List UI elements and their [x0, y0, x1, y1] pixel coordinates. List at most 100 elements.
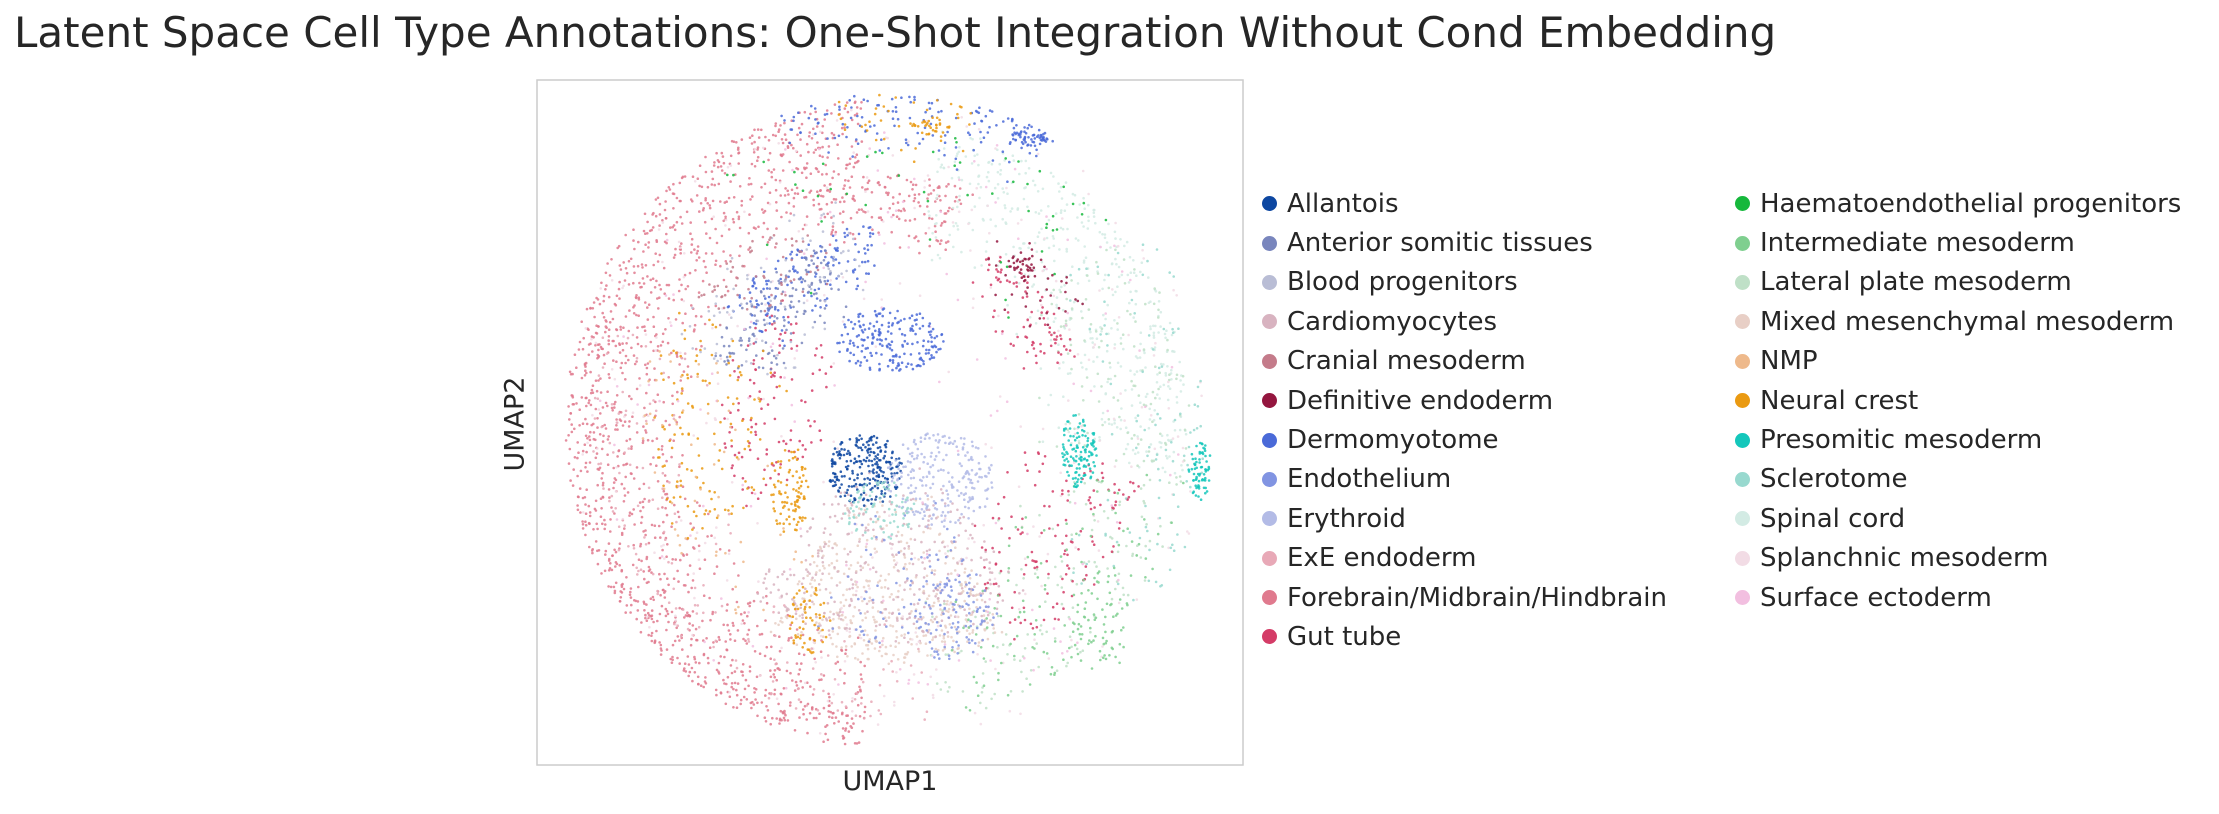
scatter-point [1080, 582, 1083, 585]
scatter-point [769, 669, 772, 672]
scatter-point [774, 662, 777, 666]
scatter-point [948, 206, 951, 210]
scatter-point [587, 343, 591, 346]
scatter-point [1159, 446, 1163, 449]
scatter-point [861, 533, 865, 537]
scatter-point [605, 352, 609, 355]
scatter-point [1171, 350, 1174, 353]
scatter-point [701, 379, 705, 383]
scatter-point [864, 123, 867, 127]
scatter-point [609, 530, 612, 533]
scatter-point [875, 132, 879, 135]
scatter-point [784, 148, 787, 151]
scatter-point [692, 526, 695, 530]
scatter-point [759, 397, 763, 401]
scatter-point [814, 148, 817, 152]
scatter-point [750, 162, 754, 166]
scatter-point [643, 325, 646, 328]
scatter-point [742, 637, 745, 641]
scatter-point [1168, 481, 1171, 485]
scatter-point [611, 409, 614, 412]
scatter-point [1137, 442, 1140, 446]
scatter-point [1143, 428, 1146, 432]
scatter-point [751, 284, 754, 288]
scatter-point [1061, 542, 1064, 545]
scatter-point [980, 691, 984, 694]
scatter-point [618, 564, 621, 567]
scatter-point [720, 169, 724, 172]
scatter-point [936, 193, 939, 197]
scatter-point [959, 521, 962, 525]
scatter-point [764, 572, 768, 576]
scatter-point [1034, 619, 1038, 622]
scatter-point [843, 742, 847, 746]
scatter-point [726, 603, 729, 606]
scatter-point [855, 112, 859, 116]
scatter-point [880, 298, 883, 301]
scatter-point [765, 257, 768, 261]
scatter-point [1109, 377, 1112, 381]
scatter-point [599, 377, 602, 380]
scatter-point [970, 162, 974, 165]
scatter-point [872, 566, 875, 569]
scatter-point [1107, 286, 1111, 290]
scatter-point [1077, 439, 1081, 443]
scatter-point [860, 595, 863, 599]
scatter-point [979, 137, 982, 140]
scatter-point [712, 164, 716, 167]
scatter-point [996, 600, 999, 604]
scatter-point [973, 540, 976, 544]
scatter-point [882, 220, 885, 223]
scatter-point [586, 437, 589, 440]
scatter-point [764, 303, 767, 306]
scatter-point [769, 675, 773, 679]
scatter-point [822, 275, 826, 279]
scatter-point [612, 359, 615, 362]
scatter-point [686, 402, 690, 405]
scatter-point [818, 314, 822, 318]
scatter-point [1010, 207, 1014, 210]
scatter-point [791, 287, 795, 290]
scatter-point [586, 470, 589, 473]
scatter-point [1121, 333, 1125, 337]
scatter-point [1092, 215, 1096, 218]
scatter-point [1139, 369, 1142, 372]
scatter-point [619, 366, 623, 370]
scatter-point [638, 281, 641, 285]
scatter-point [730, 466, 734, 470]
scatter-point [628, 593, 632, 596]
scatter-point [859, 660, 862, 664]
scatter-point [1061, 492, 1064, 496]
scatter-point [964, 529, 967, 533]
scatter-point [878, 623, 882, 627]
scatter-point [918, 204, 922, 208]
scatter-point [902, 207, 905, 211]
scatter-point [602, 294, 606, 298]
scatter-point [764, 483, 768, 487]
scatter-point [679, 252, 682, 255]
scatter-point [686, 285, 690, 288]
scatter-point [619, 325, 622, 329]
scatter-point [821, 556, 824, 559]
scatter-point [601, 440, 605, 443]
scatter-point [622, 261, 625, 264]
scatter-point [1008, 709, 1012, 713]
scatter-point [722, 278, 726, 282]
scatter-point [739, 698, 743, 702]
scatter-point [759, 491, 763, 495]
scatter-point [1110, 550, 1114, 553]
scatter-point [1020, 526, 1024, 529]
scatter-point [620, 569, 623, 573]
scatter-point [666, 577, 669, 580]
scatter-point [971, 629, 975, 632]
scatter-point [939, 135, 943, 138]
scatter-point [1050, 302, 1054, 306]
scatter-point [1127, 281, 1131, 284]
scatter-point [655, 336, 658, 339]
scatter-point [691, 200, 694, 203]
scatter-point [940, 239, 943, 242]
scatter-point [740, 138, 744, 141]
scatter-point [1020, 159, 1023, 163]
scatter-point [773, 417, 777, 421]
scatter-point [819, 624, 822, 627]
